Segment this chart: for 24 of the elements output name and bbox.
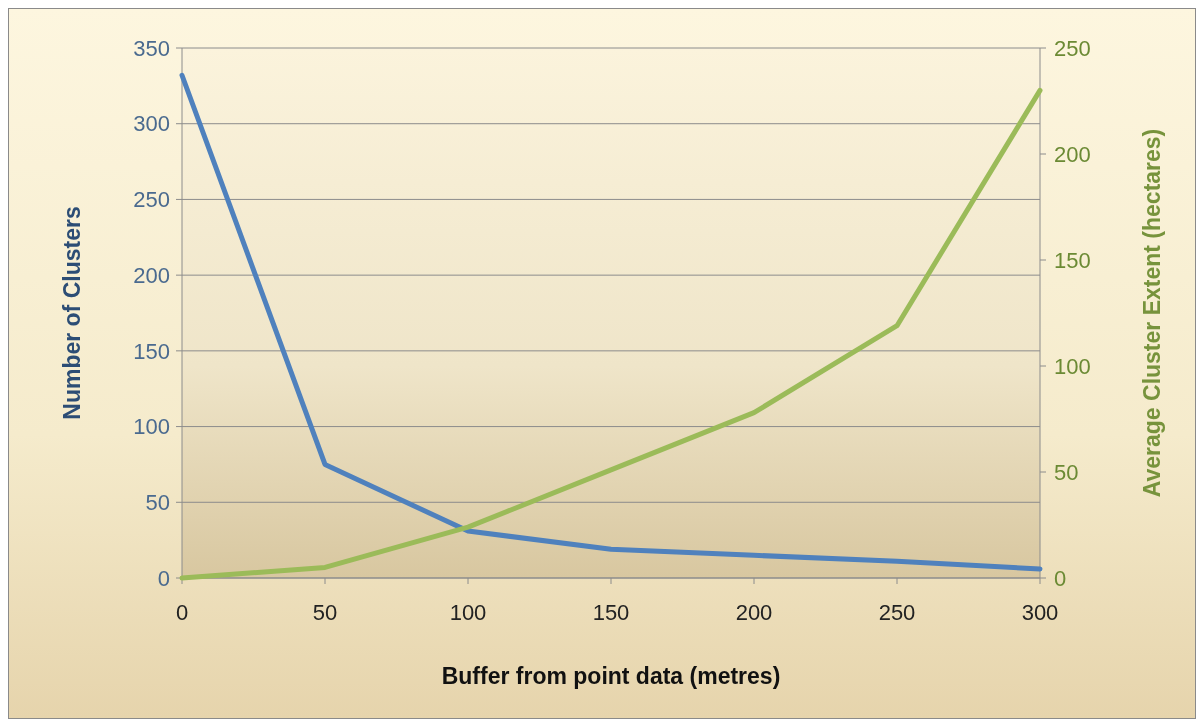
x-tick-label: 150 (592, 600, 630, 625)
x-tick-label: 250 (878, 600, 916, 625)
y2-tick-label: 150 (1054, 247, 1091, 273)
y-tick-label: 150 (133, 338, 170, 364)
y-tick-label: 100 (133, 414, 170, 440)
y2-tick-label: 200 (1054, 141, 1091, 167)
y-tick-label: 50 (145, 489, 170, 515)
y-tick-label: 250 (133, 187, 170, 213)
y2-tick-label: 0 (1054, 565, 1067, 591)
y2-tick-label: 250 (1054, 35, 1091, 61)
y-tick-label: 350 (133, 35, 170, 61)
x-tick-label: 300 (1021, 600, 1059, 625)
x-tick-label: 50 (312, 600, 338, 625)
y2-tick-label: 50 (1054, 459, 1079, 485)
y2-axis-title: Average Cluster Extent (hectares) (1139, 128, 1165, 498)
y-tick-label: 300 (133, 111, 170, 137)
y-axis-title: Number of Clusters (59, 206, 85, 420)
x-tick-label: 100 (449, 600, 487, 625)
x-axis-title: Buffer from point data (metres) (441, 663, 781, 689)
y-tick-label: 0 (157, 565, 170, 591)
y2-tick-label: 100 (1054, 353, 1091, 379)
y-tick-label: 200 (133, 262, 170, 288)
x-tick-label: 200 (735, 600, 773, 625)
x-tick-label: 0 (175, 600, 189, 625)
